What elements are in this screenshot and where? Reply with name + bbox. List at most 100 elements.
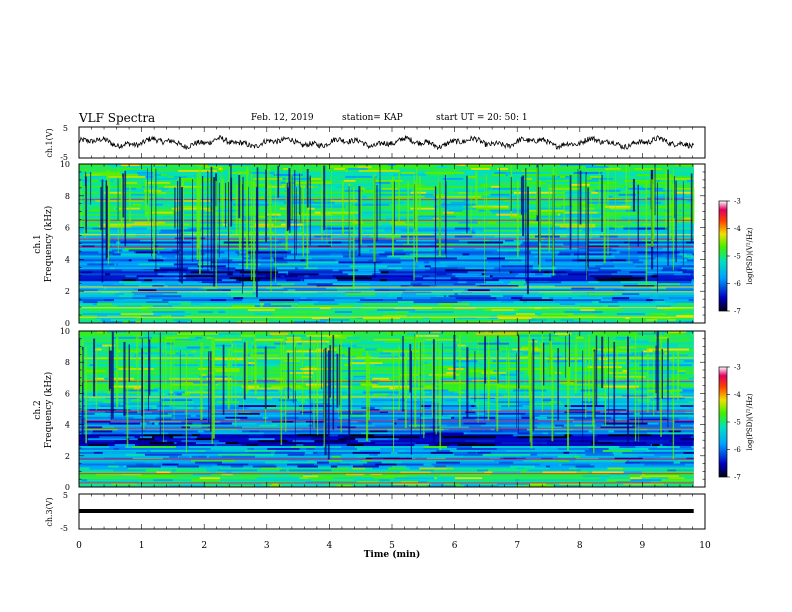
spectrogram-speckle — [361, 475, 377, 478]
spectrogram-speckle — [580, 389, 596, 392]
spectrogram-speckle — [677, 255, 694, 258]
spectrogram-speckle — [540, 463, 560, 466]
spectrogram-speckle — [243, 387, 283, 390]
spectrogram-speckle — [312, 195, 354, 199]
spectrogram-speckle — [649, 297, 660, 300]
spectrogram-speckle — [298, 407, 320, 410]
frequency-band — [79, 283, 694, 286]
spectrogram-speckle — [259, 299, 294, 302]
spectrogram-speckle — [311, 479, 355, 482]
sferic-streak — [692, 187, 695, 224]
spectrogram-speckle — [544, 293, 588, 296]
sferic-streak — [407, 181, 409, 245]
spectrogram-speckle — [321, 471, 351, 474]
sferic-streak — [302, 339, 304, 416]
spectrogram-speckle — [474, 237, 494, 240]
spectrogram-speckle — [130, 399, 162, 402]
sferic-streak — [348, 186, 350, 250]
spectrogram-speckle — [279, 409, 320, 412]
frequency-band — [79, 428, 694, 431]
spectrogram-speckle — [475, 418, 489, 421]
sferic-streak — [582, 350, 584, 444]
spectrogram-speckle — [345, 377, 373, 381]
spectrogram-speckle — [465, 164, 490, 167]
sferic-streak — [155, 168, 157, 275]
spectrogram-speckle — [610, 475, 629, 478]
spectrogram-speckle — [250, 389, 279, 392]
spectrogram-speckle — [498, 279, 526, 282]
spectrogram-speckle — [412, 311, 454, 314]
spectrogram-speckle — [379, 410, 388, 414]
spectrogram-speckle — [556, 267, 588, 270]
spectrogram-speckle — [87, 479, 121, 482]
spectrogram-speckle — [190, 350, 197, 353]
frequency-band — [79, 241, 694, 244]
spectrogram-speckle — [403, 243, 415, 246]
spectrogram-speckle — [123, 342, 167, 345]
spectrogram-speckle — [605, 167, 621, 171]
sferic-streak — [645, 180, 648, 286]
frequency-band — [79, 205, 694, 209]
sferic-streak — [228, 166, 231, 238]
spectrogram-speckle — [592, 430, 609, 433]
spectrogram-speckle — [651, 313, 667, 316]
spectrogram-speckle — [446, 424, 481, 427]
sferic-streak — [293, 339, 296, 391]
spectrogram-speckle — [249, 354, 280, 357]
sferic-streak — [496, 350, 499, 432]
spectrogram-speckle — [203, 165, 223, 169]
spectrogram-speckle — [392, 169, 428, 173]
spectrogram-speckle — [675, 379, 694, 382]
spectrogram-speckle — [679, 364, 692, 367]
spectrogram-speckle — [443, 211, 454, 214]
spectrogram-speckle — [139, 432, 168, 435]
spectrogram-speckle — [114, 299, 153, 302]
spectrogram-speckle — [631, 348, 651, 351]
spectrogram-speckle — [503, 414, 540, 418]
spectrogram-speckle — [559, 426, 601, 429]
spectrogram-speckle — [196, 442, 226, 445]
spectrogram-speckle — [123, 366, 156, 369]
spectrogram-speckle — [559, 387, 588, 390]
spectrogram-speckle — [324, 420, 330, 423]
sferic-streak — [336, 353, 339, 408]
spectrogram-speckle — [401, 293, 417, 296]
spectrogram-speckle — [613, 225, 626, 228]
spectrogram-speckle — [352, 221, 364, 224]
spectrogram-speckle — [575, 221, 606, 224]
ch3-series-line — [79, 509, 694, 513]
spectrogram-speckle — [177, 205, 203, 209]
spectrogram-speckle — [366, 195, 392, 199]
spectrogram-speckle — [143, 453, 182, 457]
colorbar-tick-label--5: -5 — [734, 419, 741, 427]
spectrogram-speckle — [394, 295, 437, 298]
sferic-streak — [287, 187, 290, 231]
spectrogram-speckle — [583, 263, 603, 266]
spectrogram-speckle — [586, 201, 626, 205]
spectrogram-speckle — [148, 263, 186, 266]
sferic-streak — [243, 342, 246, 400]
spectrogram-speckle — [124, 303, 168, 306]
spectrogram-speckle — [221, 279, 234, 282]
spectrogram-speckle — [167, 440, 182, 443]
spectrogram-speckle — [501, 201, 528, 205]
spectrogram-speckle — [449, 275, 490, 278]
spectrogram-speckle — [90, 426, 128, 429]
spectrogram-speckle — [627, 391, 672, 394]
spectrogram-speckle — [566, 215, 601, 218]
spectrogram-speckle — [464, 485, 499, 488]
spectrogram-speckle — [654, 358, 664, 361]
spectrogram-speckle — [168, 175, 174, 179]
spectrogram-speckle — [304, 473, 312, 476]
spectrogram-speckle — [450, 416, 455, 420]
spectrogram-speckle — [681, 399, 694, 402]
spectrogram-speckle — [142, 391, 151, 394]
spectrogram-speckle — [531, 373, 562, 377]
spectrogram-speckle — [89, 229, 99, 232]
spectrogram-speckle — [125, 457, 163, 460]
sferic-streak — [221, 166, 223, 206]
spectrogram-speckle — [490, 193, 510, 197]
sferic-streak — [677, 351, 679, 401]
spectrogram-speckle — [644, 473, 674, 476]
spectrogram-speckle — [484, 399, 496, 402]
